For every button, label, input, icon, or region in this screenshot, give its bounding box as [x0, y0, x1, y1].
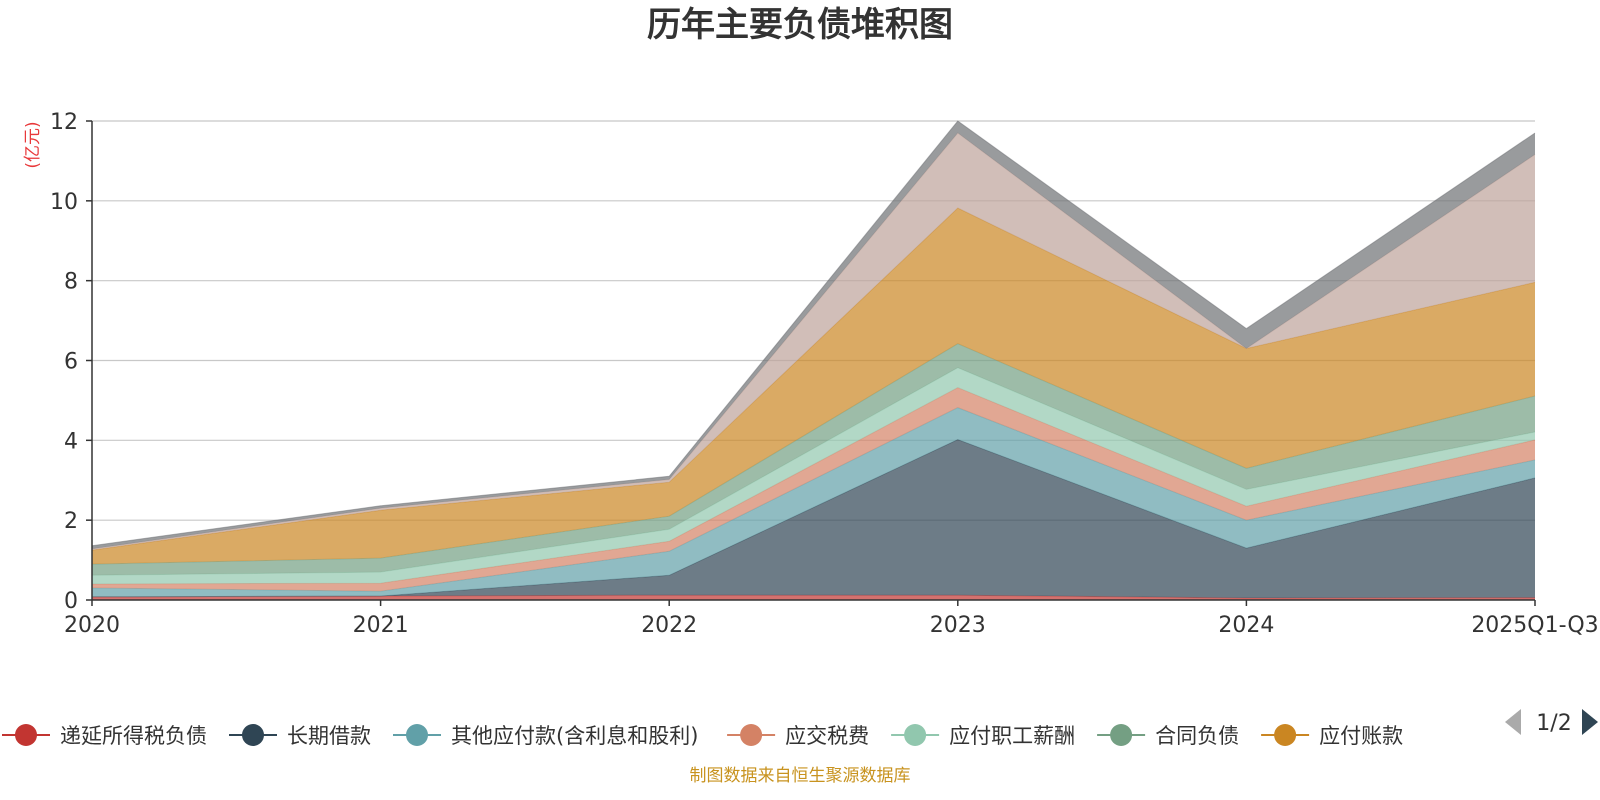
legend-page-indicator: 1/2 — [1536, 711, 1571, 736]
area-series-layer — [91, 120, 1536, 600]
y-axis-unit-label: (亿元) — [23, 121, 43, 168]
legend-item[interactable]: 其他应付款(含利息和股利) — [393, 724, 698, 748]
legend-circle-marker — [15, 724, 37, 746]
y-tick-label: 2 — [64, 509, 78, 534]
x-tick-label: 2024 — [1218, 613, 1274, 638]
data-source-note: 制图数据来自恒生聚源数据库 — [690, 766, 911, 786]
y-tick-label: 6 — [64, 350, 78, 375]
legend-label: 合同负债 — [1155, 724, 1239, 748]
area-series-edge-8 — [91, 120, 1536, 547]
area-series-8 — [92, 121, 1535, 549]
area-series-7 — [92, 133, 1535, 551]
legend-item[interactable]: 应付账款 — [1261, 724, 1403, 748]
x-tick-label: 2025Q1-Q3 — [1471, 613, 1598, 638]
legend-circle-marker — [1274, 724, 1297, 746]
x-tick-label: 2020 — [64, 613, 120, 638]
legend-next-page-icon[interactable] — [1582, 709, 1598, 735]
y-tick-label: 0 — [64, 589, 78, 614]
legend-label: 应付账款 — [1319, 724, 1403, 748]
area-series-6 — [92, 208, 1535, 565]
legend-circle-marker — [904, 724, 927, 746]
legend-prev-page-icon[interactable] — [1505, 709, 1521, 735]
y-tick-label: 4 — [64, 429, 78, 454]
x-tick-label: 2021 — [353, 613, 409, 638]
area-series-1 — [92, 439, 1535, 598]
y-tick-label: 10 — [50, 190, 78, 215]
legend-label: 长期借款 — [287, 724, 371, 748]
legend-circle-marker — [406, 724, 428, 746]
x-tick-labels: 2020 2021 2022 2023 2024 2025Q1-Q3 — [64, 613, 1599, 638]
area-series-2 — [92, 407, 1535, 597]
legend: 递延所得税负债 长期借款 其他应付款(含利息和股利) 应交税费 应付职工薪酬 合同负债 应付… — [2, 724, 1403, 748]
legend-item[interactable]: 长期借款 — [229, 724, 371, 748]
legend-item[interactable]: 合同负债 — [1097, 724, 1239, 748]
legend-label: 递延所得税负债 — [60, 724, 207, 748]
chart-title: 历年主要负债堆积图 — [647, 5, 953, 45]
legend-circle-marker — [740, 724, 763, 746]
legend-label: 应交税费 — [785, 724, 869, 748]
y-tick-label: 12 — [50, 110, 78, 135]
legend-label: 其他应付款(含利息和股利) — [451, 724, 698, 748]
legend-item[interactable]: 应交税费 — [727, 724, 869, 748]
legend-label: 应付职工薪酬 — [949, 724, 1075, 748]
legend-item[interactable]: 应付职工薪酬 — [891, 724, 1075, 748]
axes — [86, 120, 1536, 606]
x-tick-label: 2023 — [930, 613, 986, 638]
legend-circle-marker — [242, 724, 264, 746]
area-series-0 — [92, 595, 1535, 600]
y-tick-labels: 0 2 4 6 8 10 12 — [50, 110, 78, 614]
legend-pager: 1/2 — [1505, 709, 1598, 736]
legend-circle-marker — [1110, 724, 1133, 746]
y-tick-label: 8 — [64, 270, 78, 295]
legend-item[interactable]: 递延所得税负债 — [2, 724, 207, 748]
x-tick-label: 2022 — [641, 613, 697, 638]
